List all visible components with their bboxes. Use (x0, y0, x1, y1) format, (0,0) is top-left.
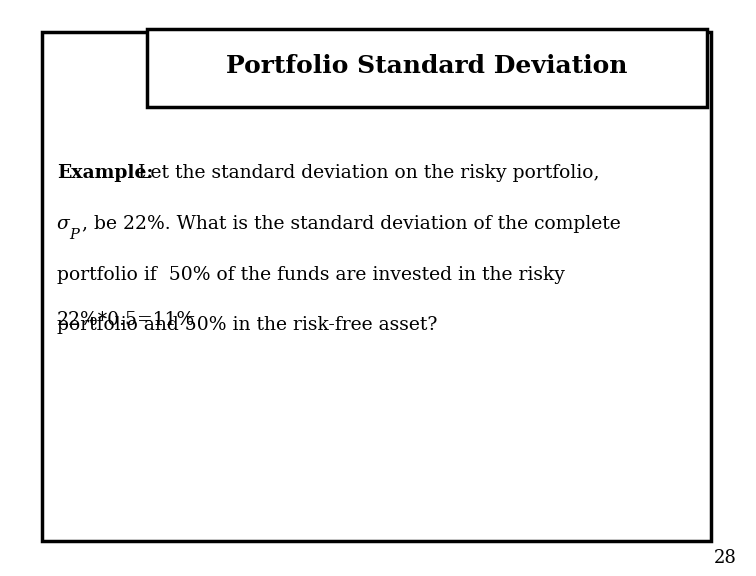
Text: 22%*0.5=11%: 22%*0.5=11% (57, 311, 195, 329)
Text: Portfolio Standard Deviation: Portfolio Standard Deviation (226, 54, 628, 78)
Text: P: P (69, 228, 79, 241)
Text: σ: σ (57, 215, 70, 233)
Text: 28: 28 (714, 550, 737, 567)
Bar (42, 32, 711, 541)
Text: portfolio if  50% of the funds are invested in the risky: portfolio if 50% of the funds are invest… (57, 266, 565, 283)
Text: Let the standard deviation on the risky portfolio,: Let the standard deviation on the risky … (126, 164, 600, 182)
Text: , be 22%. What is the standard deviation of the complete: , be 22%. What is the standard deviation… (82, 215, 621, 233)
Bar (147, 29, 707, 107)
Text: Example:: Example: (57, 164, 153, 182)
Text: portfolio and 50% in the risk-free asset?: portfolio and 50% in the risk-free asset… (57, 316, 437, 334)
